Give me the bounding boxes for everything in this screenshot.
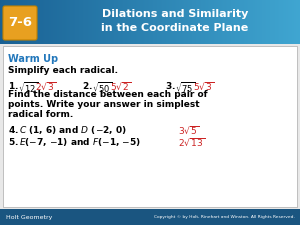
Text: $\mathit{C}$ (1, 6) and $\mathit{D}$ ($-$2, 0): $\mathit{C}$ (1, 6) and $\mathit{D}$ ($-… bbox=[19, 124, 127, 136]
Text: $5\sqrt{3}$: $5\sqrt{3}$ bbox=[193, 80, 214, 92]
Text: $\mathit{E}$($-$7, $-$1) and $\mathit{F}$($-$1, $-$5): $\mathit{E}$($-$7, $-$1) and $\mathit{F}… bbox=[19, 136, 141, 148]
Text: Dilations and Similarity: Dilations and Similarity bbox=[102, 9, 248, 19]
Text: points. Write your answer in simplest: points. Write your answer in simplest bbox=[8, 100, 200, 109]
Text: $\mathbf{4.}$: $\mathbf{4.}$ bbox=[8, 124, 19, 135]
Text: $2\sqrt{3}$: $2\sqrt{3}$ bbox=[35, 80, 56, 92]
Text: Warm Up: Warm Up bbox=[8, 54, 58, 64]
Text: 7-6: 7-6 bbox=[8, 16, 32, 29]
Text: $2\sqrt{13}$: $2\sqrt{13}$ bbox=[178, 136, 205, 148]
Text: $\mathbf{5.}$: $\mathbf{5.}$ bbox=[8, 136, 19, 147]
Text: $5\sqrt{2}$: $5\sqrt{2}$ bbox=[110, 80, 131, 92]
Text: $\sqrt{12}$: $\sqrt{12}$ bbox=[18, 80, 38, 94]
Text: $\sqrt{50}$: $\sqrt{50}$ bbox=[92, 80, 112, 94]
Text: Holt Geometry: Holt Geometry bbox=[6, 214, 52, 220]
Text: Find the distance between each pair of: Find the distance between each pair of bbox=[8, 90, 208, 99]
Text: $\mathbf{3.}$: $\mathbf{3.}$ bbox=[165, 80, 176, 91]
Text: $\mathbf{1.}$: $\mathbf{1.}$ bbox=[8, 80, 19, 91]
FancyBboxPatch shape bbox=[3, 6, 37, 40]
Text: in the Coordinate Plane: in the Coordinate Plane bbox=[101, 23, 249, 33]
FancyBboxPatch shape bbox=[0, 209, 300, 225]
Text: Copyright © by Holt, Rinehart and Winston. All Rights Reserved.: Copyright © by Holt, Rinehart and Winsto… bbox=[154, 215, 295, 219]
Text: Simplify each radical.: Simplify each radical. bbox=[8, 66, 118, 75]
Text: radical form.: radical form. bbox=[8, 110, 73, 119]
FancyBboxPatch shape bbox=[3, 46, 297, 207]
Text: $\sqrt{75}$: $\sqrt{75}$ bbox=[175, 80, 195, 94]
Text: $3\sqrt{5}$: $3\sqrt{5}$ bbox=[178, 124, 200, 136]
Text: $\mathbf{2.}$: $\mathbf{2.}$ bbox=[82, 80, 93, 91]
